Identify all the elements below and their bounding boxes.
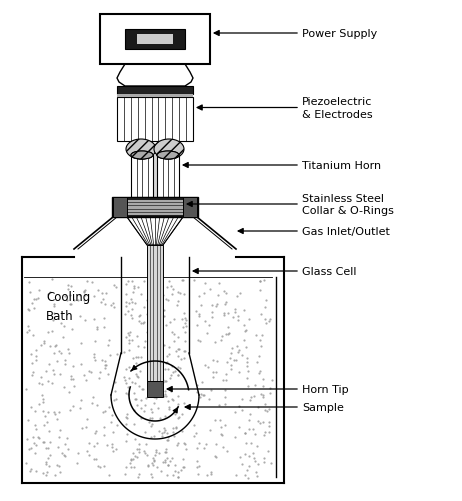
Bar: [149, 156, 161, 197]
Bar: [117, 95, 193, 98]
Text: Gas Inlet/Outlet: Gas Inlet/Outlet: [302, 226, 390, 236]
Bar: [100, 15, 210, 65]
Bar: [127, 199, 183, 215]
Bar: [157, 156, 179, 197]
Text: Sample: Sample: [302, 402, 344, 412]
Bar: [117, 98, 193, 142]
Bar: [183, 197, 197, 217]
Polygon shape: [117, 65, 193, 87]
Text: Power Supply: Power Supply: [302, 29, 377, 39]
Bar: [112, 197, 198, 217]
Ellipse shape: [131, 152, 153, 160]
Bar: [147, 245, 163, 381]
Text: Piezoelectric
& Electrodes: Piezoelectric & Electrodes: [302, 97, 373, 119]
Text: Stainless Steel
Collar & O-Rings: Stainless Steel Collar & O-Rings: [302, 193, 394, 216]
Bar: [125, 30, 185, 50]
Bar: [137, 35, 173, 45]
Ellipse shape: [154, 140, 184, 160]
Text: Titanium Horn: Titanium Horn: [302, 161, 381, 171]
Bar: [113, 197, 127, 217]
Ellipse shape: [157, 152, 179, 160]
Text: Cooling
Bath: Cooling Bath: [46, 291, 90, 322]
Bar: [117, 87, 193, 95]
Bar: [131, 156, 153, 197]
Ellipse shape: [126, 140, 156, 160]
Bar: [147, 381, 163, 397]
Text: Horn Tip: Horn Tip: [302, 384, 349, 394]
Text: Glass Cell: Glass Cell: [302, 267, 357, 277]
Ellipse shape: [157, 152, 179, 160]
Ellipse shape: [131, 152, 153, 160]
